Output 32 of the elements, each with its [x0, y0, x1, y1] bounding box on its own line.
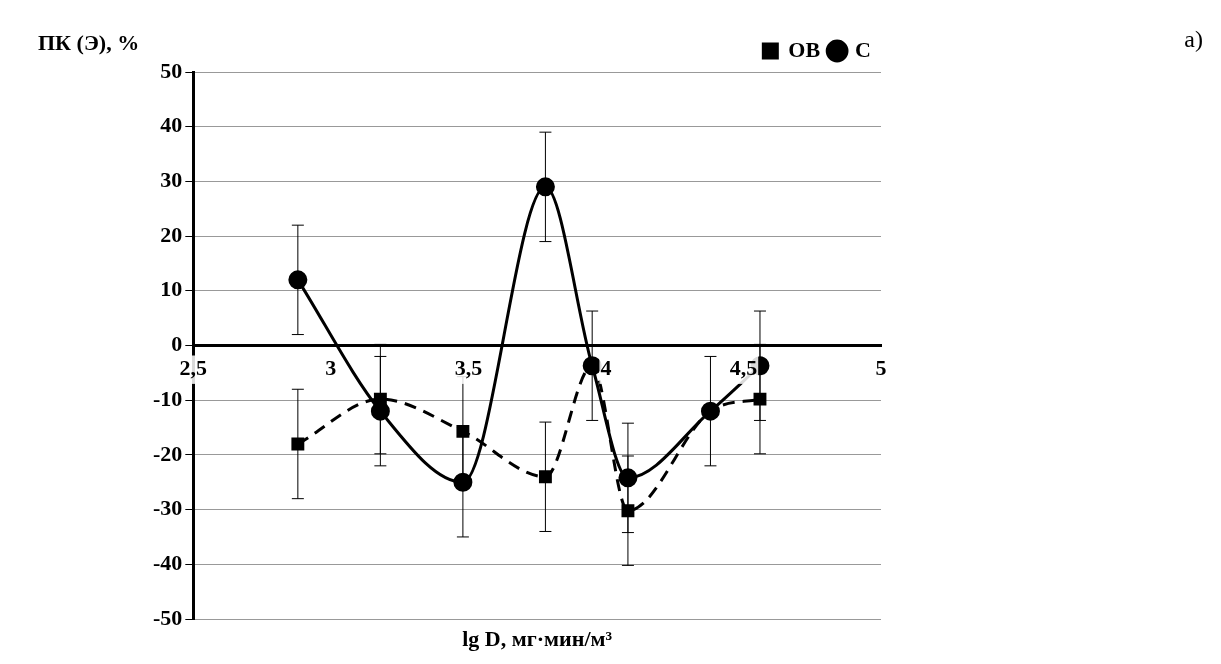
text: а) — [1184, 26, 1203, 53]
y-tick-label: -40 — [153, 549, 183, 575]
point — [453, 472, 473, 492]
legend-label: С — [855, 36, 871, 62]
point — [373, 392, 387, 406]
point — [538, 470, 552, 484]
y-tick-label: 20 — [160, 221, 183, 247]
point — [456, 424, 470, 438]
legend-label: ОВ — [788, 36, 821, 62]
y-axis-title: ПК (Э), % — [38, 30, 140, 56]
point — [288, 270, 308, 290]
y-tick-label: 30 — [160, 167, 183, 193]
x-tick-label: 3,5 — [454, 355, 483, 381]
x-tick-label: 5 — [875, 355, 887, 381]
y-tick-label: -10 — [153, 385, 183, 411]
y-tick-label: -30 — [153, 495, 183, 521]
y-tick-label: -50 — [153, 604, 183, 630]
point — [621, 504, 635, 518]
x-axis-title: lg D, мг·мин/м³ — [462, 625, 613, 651]
x-tick-label: 2,5 — [179, 355, 208, 381]
y-tick-label: 40 — [160, 112, 183, 138]
y-tick-label: -20 — [153, 440, 183, 466]
point — [291, 437, 305, 451]
x-tick-label: 4 — [600, 355, 612, 381]
y-tick-label: 50 — [160, 57, 183, 83]
y-tick-label: 10 — [160, 276, 183, 302]
point — [535, 177, 555, 197]
point — [753, 392, 767, 406]
y-tick-label: 0 — [171, 331, 183, 357]
point — [618, 468, 638, 488]
x-tick-label: 4,5 — [729, 355, 758, 381]
x-tick-label: 3 — [325, 355, 337, 381]
